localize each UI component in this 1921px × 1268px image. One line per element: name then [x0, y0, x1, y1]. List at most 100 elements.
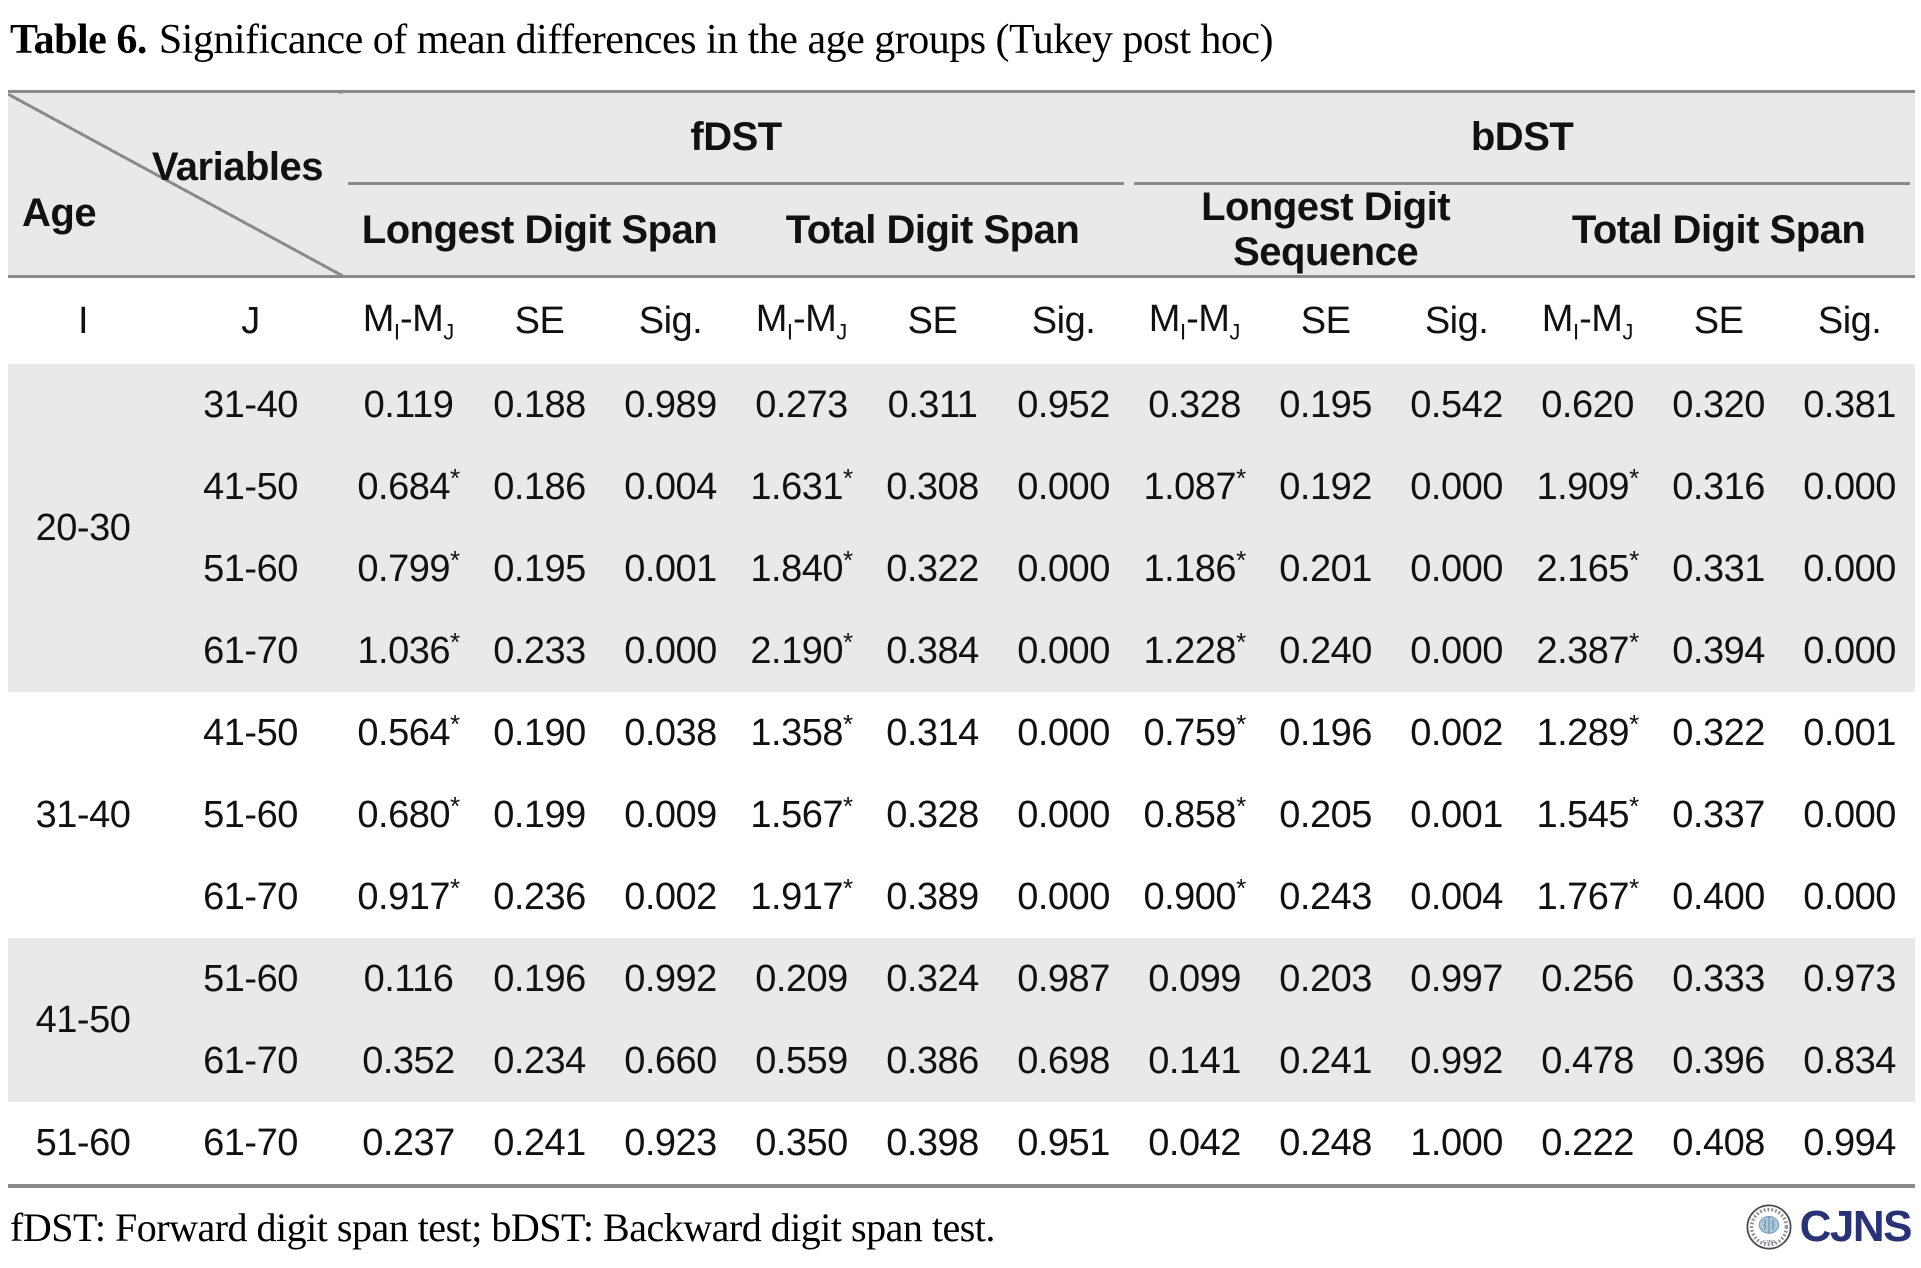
stat-value-cell: 0.989	[605, 364, 736, 447]
stat-value-cell: 0.192	[1260, 446, 1392, 529]
stat-value-cell: 0.400	[1653, 856, 1785, 939]
stat-value-cell: 0.038	[605, 692, 736, 775]
table-row: 51-60 61-70 0.237 0.241 0.923 0.350 0.398 0.951…	[8, 1102, 1916, 1187]
stat-value-cell: 0.396	[1653, 1020, 1785, 1103]
stat-value-cell: 2.387*	[1522, 610, 1654, 693]
significance-star: *	[842, 709, 853, 740]
stat-value-cell: 0.196	[1260, 692, 1392, 775]
table-number: Table 6.	[10, 17, 147, 63]
table-body: 20-30 31-40 0.119 0.188 0.989 0.273 0.311 0.952…	[8, 364, 1916, 1187]
stat-value-cell: 1.000	[1391, 1102, 1523, 1187]
stat-value-cell: 0.004	[605, 446, 736, 529]
stat-value-cell: 0.337	[1653, 774, 1785, 857]
stat-value-cell: 0.311	[867, 364, 998, 447]
col-header-sig: Sig.	[1784, 276, 1916, 365]
significance-star: *	[842, 627, 853, 658]
table-row: 61-70 0.352 0.234 0.660 0.559 0.386 0.698 0.141…	[8, 1020, 1916, 1103]
stat-value-cell: 0.190	[474, 692, 605, 775]
stat-value-cell: 1.036*	[343, 610, 474, 693]
stat-value-cell: 0.000	[1391, 528, 1523, 611]
stat-value: 1.545	[1536, 793, 1630, 836]
stat-value-cell: 0.000	[1784, 446, 1916, 529]
stat-value-cell: 0.000	[1784, 774, 1916, 857]
stat-value-cell: 0.923	[605, 1102, 736, 1187]
age-group-j-label: 61-70	[158, 856, 343, 939]
stat-value-cell: 0.000	[1784, 528, 1916, 611]
mdiff-dash: -	[399, 297, 413, 340]
stat-value-cell: 0.680*	[343, 774, 474, 857]
group-header-bdst: bDST	[1129, 91, 1916, 186]
stat-value: 2.387	[1536, 629, 1630, 672]
table-row: 51-60 0.680* 0.199 0.009 1.567* 0.328 0.000 0.8…	[8, 774, 1916, 857]
stat-value: 1.186	[1143, 547, 1237, 590]
stat-value-cell: 0.698	[998, 1020, 1130, 1103]
stat-value-cell: 0.316	[1653, 446, 1785, 529]
svg-text:CJNS: CJNS	[1762, 1239, 1775, 1245]
stat-value-cell: 0.195	[474, 528, 605, 611]
stat-value-cell: 0.000	[998, 528, 1130, 611]
stat-value-cell: 0.273	[736, 364, 867, 447]
stat-value-cell: 0.199	[474, 774, 605, 857]
group-header-fdst: fDST	[343, 91, 1130, 186]
stat-value-cell: 0.233	[474, 610, 605, 693]
stat-value-cell: 0.009	[605, 774, 736, 857]
mdiff-m1: M	[1541, 297, 1574, 340]
stat-value-cell: 0.620	[1522, 364, 1654, 447]
significance-star: *	[1629, 709, 1639, 740]
stat-value-cell: 0.209	[736, 938, 867, 1021]
col-header-i: I	[8, 276, 158, 365]
table-row: 41-50 0.684* 0.186 0.004 1.631* 0.308 0.000 1.0…	[8, 446, 1916, 529]
mdiff-dash: -	[792, 297, 806, 340]
stat-value-cell: 0.386	[867, 1020, 998, 1103]
mdiff-subscript-i: I	[393, 319, 400, 345]
age-group-i-label: 31-40	[8, 692, 158, 939]
subgroup-header-total-digit-span-b: Total Digit Span	[1522, 185, 1916, 279]
stat-value: 0.680	[357, 793, 450, 836]
stat-value-cell: 0.992	[1391, 1020, 1523, 1103]
mdiff-dash: -	[1579, 297, 1592, 340]
significance-star: *	[1236, 709, 1246, 740]
stat-value-cell: 0.000	[998, 692, 1130, 775]
stat-value-cell: 0.241	[1260, 1020, 1392, 1103]
col-header-sig: Sig.	[1391, 276, 1523, 365]
stat-value-cell: 0.328	[867, 774, 998, 857]
age-group-j-label: 41-50	[158, 692, 343, 775]
age-group-j-label: 61-70	[158, 1020, 343, 1103]
col-header-mean-difference: MI-MJ	[1522, 276, 1654, 365]
stat-value-cell: 0.322	[1653, 692, 1785, 775]
stat-value: 1.909	[1536, 465, 1630, 508]
stat-value-cell: 0.201	[1260, 528, 1392, 611]
stat-value-cell: 0.858*	[1129, 774, 1261, 857]
journal-logo: CJNS CJNS	[1746, 1202, 1913, 1252]
journal-seal-icon: CJNS	[1746, 1204, 1792, 1250]
stat-value-cell: 0.004	[1391, 856, 1523, 939]
table-row: 31-40 41-50 0.564* 0.190 0.038 1.358* 0.314 0.0…	[8, 692, 1916, 939]
group-header-bdst-label: bDST	[1134, 93, 1911, 186]
stat-value-cell: 1.631*	[736, 446, 867, 529]
stat-value-cell: 0.320	[1653, 364, 1785, 447]
stat-value-cell: 0.408	[1653, 1102, 1785, 1187]
age-group-i-label: 51-60	[8, 1102, 158, 1187]
group-header-fdst-label: fDST	[348, 93, 1125, 186]
table-caption-text: Significance of mean differences in the …	[158, 17, 1274, 63]
stat-value-cell: 0.398	[867, 1102, 998, 1187]
significance-star: *	[1236, 463, 1246, 494]
stat-value-cell: 1.358*	[736, 692, 867, 775]
table-row: 61-70 0.917* 0.236 0.002 1.917* 0.389 0.000 0.9…	[8, 856, 1916, 939]
mdiff-subscript-j: J	[443, 319, 455, 345]
stat-value-cell: 0.900*	[1129, 856, 1261, 939]
age-group-j-label: 41-50	[158, 446, 343, 529]
significance-star: *	[1629, 545, 1639, 576]
stat-value-cell: 1.087*	[1129, 446, 1261, 529]
stat-value: 1.289	[1536, 711, 1630, 754]
stat-value-cell: 0.834	[1784, 1020, 1916, 1103]
col-header-se: SE	[1653, 276, 1785, 365]
significance-star: *	[449, 791, 460, 822]
stat-value-cell: 0.000	[998, 446, 1130, 529]
mdiff-m1: M	[1148, 297, 1181, 340]
stat-value-cell: 0.328	[1129, 364, 1261, 447]
stat-value-cell: 0.188	[474, 364, 605, 447]
stat-value-cell: 0.000	[1391, 446, 1523, 529]
significance-star: *	[449, 709, 460, 740]
